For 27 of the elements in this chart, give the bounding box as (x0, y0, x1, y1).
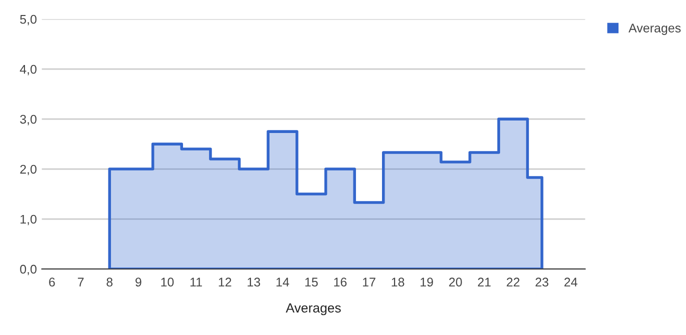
x-tick-label: 13 (248, 278, 260, 287)
y-tick-label: 1,0 (20, 214, 36, 226)
x-tick-label: 7 (78, 278, 84, 286)
x-tick-label: 16 (334, 278, 347, 287)
x-tick-label: 23 (536, 278, 548, 287)
x-tick-label: 14 (276, 278, 290, 286)
x-tick-label: 11 (190, 278, 202, 286)
x-tick-label: 20 (449, 278, 462, 287)
x-tick-label: 12 (218, 278, 232, 286)
x-tick-label: 8 (106, 278, 113, 287)
y-tick-label: 5,0 (20, 14, 36, 26)
y-tick-label: 4,0 (20, 64, 36, 76)
x-axis-title: Averages (286, 303, 341, 316)
x-tick-label: 10 (161, 278, 174, 287)
legend-label: Averages (628, 24, 681, 35)
x-tick-label: 17 (362, 278, 376, 286)
x-tick-label: 22 (506, 278, 520, 286)
y-tick-label: 0,0 (20, 264, 36, 276)
x-tick-label: 6 (49, 278, 55, 287)
x-tick-label: 9 (136, 278, 142, 287)
x-tick-label: 24 (564, 278, 578, 286)
y-tick-label: 2,0 (20, 164, 36, 176)
x-tick-label: 18 (392, 278, 404, 287)
y-tick-label: 3,0 (20, 114, 36, 126)
x-tick-label: 15 (305, 278, 318, 287)
x-tick-label: 19 (420, 278, 433, 287)
x-tick-label: 21 (478, 278, 491, 286)
